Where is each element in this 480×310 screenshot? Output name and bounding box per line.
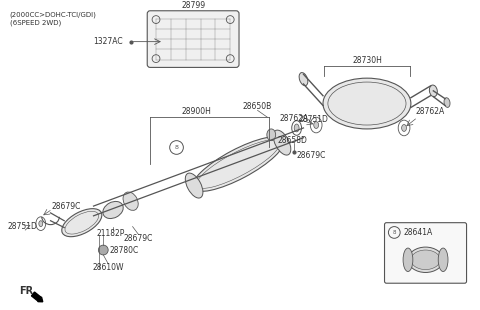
Ellipse shape [62,209,102,237]
Text: 28762A: 28762A [416,107,445,116]
Text: 28799: 28799 [181,1,205,11]
Ellipse shape [408,247,443,272]
Text: 28730H: 28730H [352,56,382,65]
Ellipse shape [192,137,284,191]
Text: 28751D: 28751D [8,222,37,231]
Text: 28900H: 28900H [181,107,211,116]
Text: 8: 8 [175,145,179,150]
Text: (2000CC>DOHC-TCI/GDI): (2000CC>DOHC-TCI/GDI) [10,12,96,18]
Text: 28679C: 28679C [124,234,153,243]
Text: 28780C: 28780C [109,246,138,255]
Ellipse shape [411,250,440,270]
Text: 28641A: 28641A [403,228,432,237]
Ellipse shape [103,202,123,219]
Text: 28679C: 28679C [51,202,81,210]
Ellipse shape [123,192,138,210]
Text: 28762A: 28762A [279,114,308,123]
Ellipse shape [185,173,203,198]
Ellipse shape [403,248,413,272]
Ellipse shape [430,85,437,97]
Ellipse shape [294,124,299,132]
Ellipse shape [444,98,450,107]
Text: 28679C: 28679C [297,151,326,160]
Ellipse shape [39,221,43,227]
Text: (6SPEED 2WD): (6SPEED 2WD) [10,20,61,26]
FancyArrow shape [32,292,43,302]
Ellipse shape [273,130,291,155]
Text: 8: 8 [393,230,396,235]
Text: 28650B: 28650B [243,102,272,111]
Ellipse shape [299,73,308,86]
Ellipse shape [402,125,407,131]
Text: 28610W: 28610W [93,263,124,272]
Text: 21182P: 21182P [97,229,125,238]
Text: 1327AC: 1327AC [94,37,123,46]
Ellipse shape [98,245,108,255]
Ellipse shape [314,122,319,128]
Text: 28751D: 28751D [299,115,328,124]
Ellipse shape [323,78,411,129]
Text: 28658D: 28658D [277,136,307,145]
Ellipse shape [267,129,276,141]
FancyBboxPatch shape [147,11,239,67]
Ellipse shape [438,248,448,272]
Text: FR: FR [19,286,34,296]
FancyBboxPatch shape [384,223,467,283]
